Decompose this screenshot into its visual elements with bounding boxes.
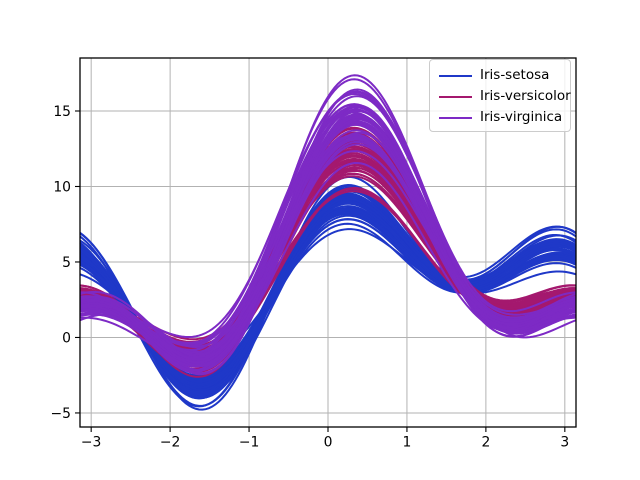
andrews-curve — [79, 205, 577, 386]
y-tick-label: 15 — [53, 104, 71, 120]
legend-line-icon — [439, 116, 472, 119]
legend-item-virginica: Iris-virginica — [439, 107, 562, 128]
andrews-curve — [79, 123, 577, 361]
x-tick-label: 0 — [324, 435, 333, 451]
andrews-curve — [79, 211, 577, 387]
x-tick-label: −3 — [81, 435, 101, 451]
legend-label: Iris-setosa — [480, 67, 550, 83]
andrews-curve — [79, 193, 577, 395]
y-tick-label: −5 — [51, 406, 71, 422]
andrews-curve — [79, 78, 577, 372]
legend-line-icon — [439, 95, 472, 98]
x-tick-label: 2 — [481, 435, 490, 451]
andrews-curve — [79, 184, 577, 407]
legend: Iris-setosa Iris-versicolor Iris-virgini… — [429, 59, 571, 132]
y-tick-label: 10 — [53, 179, 71, 195]
x-tick-label: −2 — [160, 435, 180, 451]
legend-line-icon — [439, 74, 472, 77]
y-tick-label: 0 — [62, 330, 71, 346]
x-tick-label: 3 — [560, 435, 569, 451]
legend-label: Iris-virginica — [480, 109, 563, 125]
legend-item-setosa: Iris-setosa — [439, 65, 562, 86]
x-tick-label: 1 — [403, 435, 412, 451]
legend-item-versicolor: Iris-versicolor — [439, 86, 571, 107]
y-tick-label: 5 — [62, 255, 71, 271]
andrews-curve — [79, 133, 577, 368]
x-tick-label: −1 — [239, 435, 259, 451]
legend-label: Iris-versicolor — [480, 88, 571, 104]
